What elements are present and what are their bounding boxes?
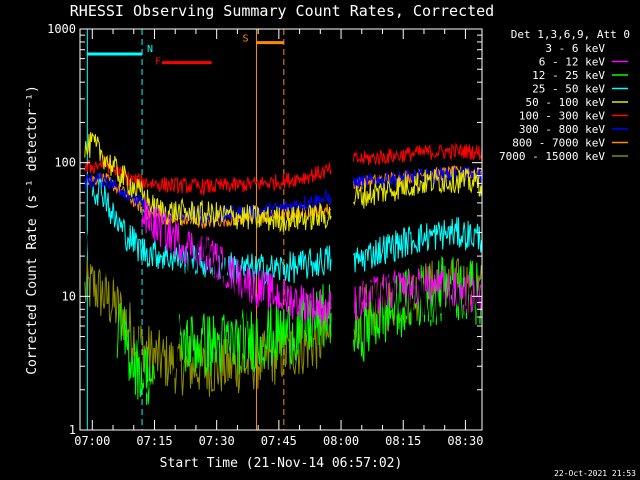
x-tick-label: 07:30 [199, 434, 235, 448]
series-line-3-0 [91, 177, 332, 286]
x-tick-label: 08:15 [385, 434, 421, 448]
series-line-2-1 [178, 284, 332, 376]
legend-label: 7000 - 15000 keV [499, 150, 605, 163]
plot-clip-group [84, 29, 482, 430]
series-line-4-1 [353, 166, 482, 209]
legend-entry: 100 - 300 keV [519, 110, 628, 123]
axes: 1 10 100 1000 07:00 07:15 07:30 07:45 08:00 08:15… [47, 22, 483, 448]
series-4 [84, 132, 482, 233]
annotation-label-2: N [147, 44, 153, 55]
legend-entry: 12 - 25 keV [532, 69, 628, 82]
legend-label: 12 - 25 keV [532, 69, 605, 82]
y-tick-label: 1 [69, 423, 76, 437]
series-line-6-0 [84, 172, 332, 225]
series-line-3-1 [353, 217, 482, 273]
legend-entry: 3 - 6 keV [545, 42, 628, 55]
series-3 [91, 177, 482, 286]
plot-area: NF S [84, 29, 482, 430]
series-line-6-1 [353, 165, 482, 190]
legend-label: 3 - 6 keV [545, 42, 605, 55]
series-line-0-1 [333, 268, 482, 326]
x-tick-label: 07:45 [261, 434, 297, 448]
legend-entry: 7000 - 15000 keV [499, 150, 628, 163]
legend-entry: 25 - 50 keV [532, 83, 628, 96]
series-6 [84, 165, 482, 225]
legend-entry: 800 - 7000 keV [512, 137, 628, 150]
legend-label: 100 - 300 keV [519, 110, 605, 123]
legend-label: 300 - 800 keV [519, 123, 605, 136]
legend-label: 25 - 50 keV [532, 83, 605, 96]
y-axis-label: Corrected Count Rate (s⁻¹ detector⁻¹) [25, 85, 40, 375]
chart-title: RHESSI Observing Summary Count Rates, Co… [70, 2, 494, 20]
x-tick-label: 08:00 [323, 434, 359, 448]
series-line-5-1 [353, 142, 482, 166]
annotation-label-4: S [242, 34, 248, 45]
legend-label: 50 - 100 keV [526, 96, 606, 109]
x-axis-label: Start Time (21-Nov-14 06:57:02) [160, 456, 403, 471]
plot-frame [79, 28, 483, 431]
x-tick-label: 07:00 [74, 434, 110, 448]
series-line-2-0 [116, 302, 155, 405]
y-tick-label: 1000 [47, 22, 76, 36]
series-0 [84, 219, 482, 430]
annotation-label-3: F [155, 57, 161, 68]
series-line-8-0 [84, 259, 332, 397]
x-tick-label: 07:15 [136, 434, 172, 448]
legend-entry: 300 - 800 keV [519, 123, 628, 136]
series-line-0-0 [84, 219, 250, 430]
legend-label: 6 - 12 keV [539, 56, 606, 69]
x-tick-label: 08:30 [447, 434, 483, 448]
series-line-1-1 [353, 266, 482, 322]
legend-label: 800 - 7000 keV [512, 137, 605, 150]
legend-title: Det 1,3,6,9, Att 0 [511, 28, 630, 41]
series-line-4-0 [84, 132, 332, 233]
y-tick-label: 10 [62, 289, 76, 303]
footer-timestamp: 22-Oct-2021 21:53 [554, 469, 636, 478]
legend-entry: 6 - 12 keV [539, 56, 628, 69]
legend-entry: 50 - 100 keV [526, 96, 628, 109]
y-tick-label: 100 [54, 156, 76, 170]
